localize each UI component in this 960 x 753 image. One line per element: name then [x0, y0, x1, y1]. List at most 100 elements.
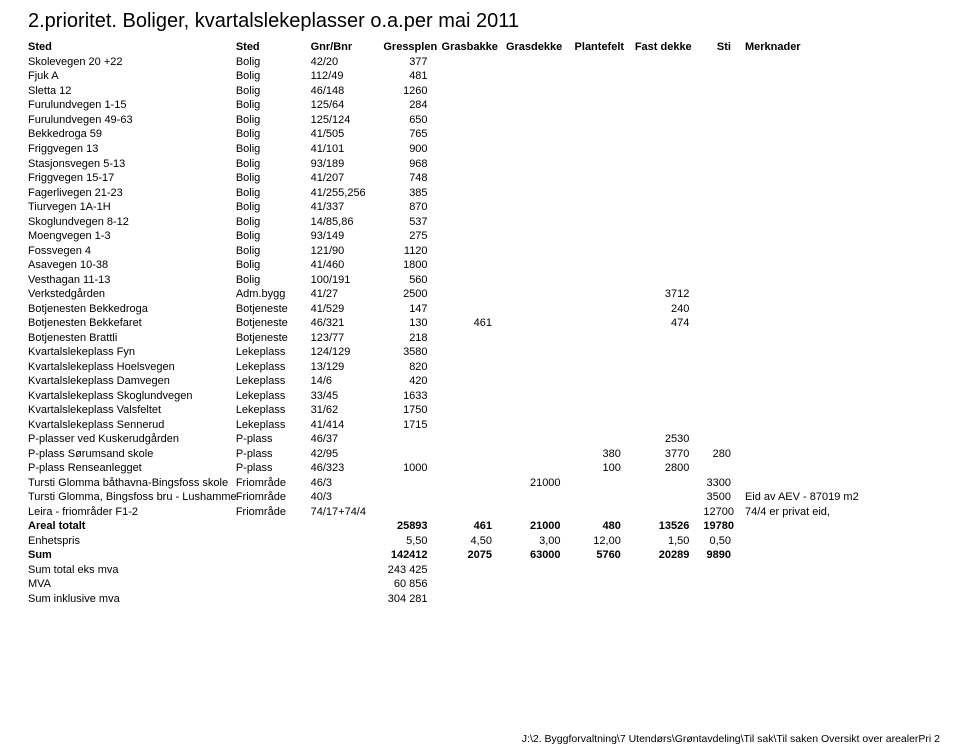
cell-sti — [703, 345, 745, 360]
summary-gressplen: 142412 — [383, 548, 441, 563]
cell-sti — [703, 55, 745, 70]
cell-sted: Tursti Glomma båthavna-Bingsfoss skole — [28, 476, 236, 491]
cell-gressplen: 1260 — [383, 84, 441, 99]
cell-grasbakke — [442, 302, 506, 317]
cell-sted: Friggvegen 13 — [28, 142, 236, 157]
cell-grasbakke — [442, 171, 506, 186]
cell-gressplen: 481 — [383, 69, 441, 84]
summary-grasdekke: 63000 — [506, 548, 575, 563]
cell-grasdekke — [506, 389, 575, 404]
cell-sti — [703, 127, 745, 142]
cell-grasdekke — [506, 84, 575, 99]
summary-label: MVA — [28, 577, 236, 592]
summary-empty — [236, 534, 311, 549]
cell-sti — [703, 215, 745, 230]
cell-fastdekke — [635, 186, 704, 201]
table-row: Tursti Glomma båthavna-Bingsfoss skoleFr… — [28, 476, 932, 491]
cell-gnr: 112/49 — [311, 69, 384, 84]
cell-grasbakke — [442, 505, 506, 520]
summary-empty — [745, 519, 932, 534]
summary-empty — [236, 548, 311, 563]
cell-gressplen: 1120 — [383, 244, 441, 259]
cell-grasbakke — [442, 69, 506, 84]
cell-plantefelt — [575, 157, 635, 172]
cell-plantefelt — [575, 490, 635, 505]
table-row: P-plasser ved KuskerudgårdenP-plass46/37… — [28, 432, 932, 447]
cell-plantefelt — [575, 98, 635, 113]
cell-grasdekke — [506, 113, 575, 128]
cell-grasdekke — [506, 490, 575, 505]
cell-sted: Friggvegen 15-17 — [28, 171, 236, 186]
cell-sted: Leira - friområder F1-2 — [28, 505, 236, 520]
summary-empty — [703, 563, 745, 578]
data-table: Sted Sted Gnr/Bnr Gressplen Grasbakke Gr… — [28, 40, 932, 606]
cell-sted: Kvartalslekeplass Sennerud — [28, 418, 236, 433]
cell-merknader — [745, 244, 932, 259]
cell-gnr: 31/62 — [311, 403, 384, 418]
summary-empty — [575, 577, 635, 592]
table-row: VerkstedgårdenAdm.bygg41/2725003712 — [28, 287, 932, 302]
cell-merknader — [745, 200, 932, 215]
cell-sti — [703, 374, 745, 389]
cell-type: Bolig — [236, 200, 311, 215]
cell-merknader — [745, 403, 932, 418]
cell-plantefelt — [575, 418, 635, 433]
summary-empty — [236, 519, 311, 534]
header-row: Sted Sted Gnr/Bnr Gressplen Grasbakke Gr… — [28, 40, 932, 55]
cell-type: Lekeplass — [236, 374, 311, 389]
cell-plantefelt: 100 — [575, 461, 635, 476]
cell-type: Bolig — [236, 142, 311, 157]
cell-fastdekke — [635, 69, 704, 84]
cell-fastdekke — [635, 389, 704, 404]
cell-fastdekke — [635, 113, 704, 128]
table-row: Skoglundvegen 8-12Bolig14/85,86537 — [28, 215, 932, 230]
summary-empty — [442, 563, 506, 578]
summary-sti: 9890 — [703, 548, 745, 563]
cell-sted: Tursti Glomma, Bingsfoss bru - Lushammer… — [28, 490, 236, 505]
cell-grasdekke — [506, 69, 575, 84]
summary-label: Areal totalt — [28, 519, 236, 534]
cell-grasdekke — [506, 345, 575, 360]
cell-gnr: 93/149 — [311, 229, 384, 244]
cell-sti — [703, 316, 745, 331]
cell-gnr: 93/189 — [311, 157, 384, 172]
cell-plantefelt — [575, 84, 635, 99]
summary-label: Sum total eks mva — [28, 563, 236, 578]
table-row: Kvartalslekeplass FynLekeplass124/129358… — [28, 345, 932, 360]
cell-gressplen: 1000 — [383, 461, 441, 476]
summary-empty — [745, 548, 932, 563]
table-row: Friggvegen 13Bolig41/101900 — [28, 142, 932, 157]
cell-sti — [703, 84, 745, 99]
cell-type: Bolig — [236, 215, 311, 230]
cell-sti — [703, 244, 745, 259]
cell-grasdekke — [506, 186, 575, 201]
cell-sted: Kvartalslekeplass Skoglundvegen — [28, 389, 236, 404]
col-grasdekke: Grasdekke — [506, 40, 575, 55]
col-plantefelt: Plantefelt — [575, 40, 635, 55]
cell-plantefelt — [575, 360, 635, 375]
cell-fastdekke — [635, 171, 704, 186]
summary-grasbakke: 4,50 — [442, 534, 506, 549]
summary-empty — [442, 592, 506, 607]
cell-grasdekke — [506, 302, 575, 317]
cell-sted: Fossvegen 4 — [28, 244, 236, 259]
table-row: Moengvegen 1-3Bolig93/149275 — [28, 229, 932, 244]
cell-gressplen: 1750 — [383, 403, 441, 418]
cell-merknader — [745, 142, 932, 157]
cell-sti — [703, 273, 745, 288]
cell-sted: Bekkedroga 59 — [28, 127, 236, 142]
summary-row: Sum1424122075630005760202899890 — [28, 548, 932, 563]
summary-grasbakke: 2075 — [442, 548, 506, 563]
summary-grasbakke: 461 — [442, 519, 506, 534]
cell-sti — [703, 69, 745, 84]
cell-plantefelt — [575, 113, 635, 128]
cell-grasbakke — [442, 200, 506, 215]
cell-gnr: 121/90 — [311, 244, 384, 259]
cell-grasdekke — [506, 127, 575, 142]
cell-grasbakke — [442, 229, 506, 244]
table-row: Friggvegen 15-17Bolig41/207748 — [28, 171, 932, 186]
cell-fastdekke: 474 — [635, 316, 704, 331]
page-title: 2.prioritet. Boliger, kvartalslekeplasse… — [28, 8, 932, 34]
cell-gressplen: 900 — [383, 142, 441, 157]
summary-plantefelt: 480 — [575, 519, 635, 534]
